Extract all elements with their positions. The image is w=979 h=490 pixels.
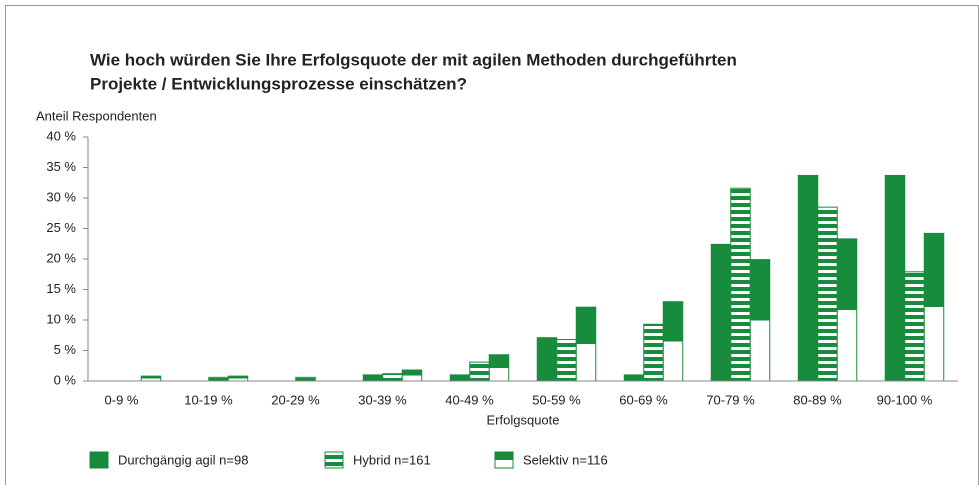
bar [749, 259, 771, 382]
x-axis-label: Erfolgsquote [487, 412, 560, 427]
bar [643, 323, 664, 382]
bar [295, 376, 316, 382]
bar [556, 339, 577, 382]
bar [817, 206, 838, 382]
bar [536, 337, 558, 382]
y-tick-label: 10 % [46, 311, 76, 326]
y-tick-label: 20 % [46, 250, 76, 265]
x-tick-label: 0-9 % [105, 392, 139, 407]
bar [884, 174, 906, 382]
bar [469, 361, 490, 382]
bar [710, 243, 732, 382]
bar [401, 369, 423, 382]
bar [904, 271, 925, 382]
bar [449, 374, 471, 382]
bar [208, 376, 229, 382]
legend-label: Selektiv n=116 [523, 452, 608, 467]
chart-title: Projekte / Entwicklungsprozesse einschät… [90, 74, 467, 93]
x-tick-label: 10-19 % [184, 392, 233, 407]
x-tick-label: 80-89 % [793, 392, 842, 407]
x-tick-label: 70-79 % [706, 392, 755, 407]
x-tick-label: 50-59 % [532, 392, 581, 407]
legend-label: Hybrid n=161 [353, 452, 431, 467]
bar [923, 232, 945, 382]
y-tick-label: 40 % [46, 128, 76, 143]
bar [575, 306, 597, 382]
x-tick-label: 90-100 % [877, 392, 933, 407]
y-tick-label: 5 % [54, 342, 77, 357]
bar [488, 354, 510, 382]
y-axis-label: Anteil Respondenten [36, 108, 157, 123]
y-tick-label: 25 % [46, 220, 76, 235]
y-tick-label: 30 % [46, 189, 76, 204]
legend-swatch [494, 451, 514, 469]
bar [362, 374, 384, 382]
bar [140, 375, 162, 382]
bar [662, 301, 684, 382]
chart-title: Wie hoch würden Sie Ihre Erfolgsquote de… [90, 50, 737, 69]
y-tick-label: 35 % [46, 159, 76, 174]
x-tick-label: 20-29 % [271, 392, 320, 407]
legend-label: Durchgängig agil n=98 [118, 452, 248, 467]
bar [227, 375, 249, 382]
bar [797, 174, 819, 382]
y-tick-label: 0 % [54, 372, 77, 387]
bar [836, 238, 858, 382]
bar [382, 373, 403, 382]
x-tick-label: 60-69 % [619, 392, 668, 407]
legend-swatch [324, 451, 344, 469]
y-tick-label: 15 % [46, 281, 76, 296]
x-tick-label: 40-49 % [445, 392, 494, 407]
x-tick-label: 30-39 % [358, 392, 407, 407]
legend-swatch [89, 451, 109, 469]
bar [623, 374, 645, 382]
bar [730, 187, 751, 382]
